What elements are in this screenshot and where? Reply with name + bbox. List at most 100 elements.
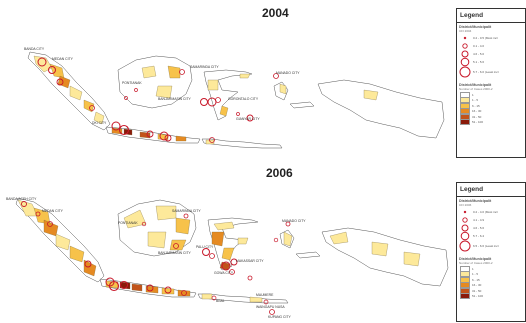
place-label: BIMA [216,299,225,303]
island-papua [321,227,449,287]
district-shade [221,247,235,261]
cfi-circle [236,112,240,116]
place-label: DKI CITY [92,121,107,125]
legend-circle-label: 5.1 - 5.6 [473,60,485,64]
cfi-circle [269,309,275,315]
district-shade [175,135,187,142]
indonesia-map-2004: BANDA CITY MEDAN CITY SAMARINDA CITY MAN… [24,47,445,149]
legend-fill-label: 1 [472,266,474,271]
legend-fill-label: 31 - 50 [472,114,482,119]
place-label: KUPANG CITY [268,315,291,319]
legend-fill-item: 51 - 100 [457,119,525,126]
cfi-circle [146,130,154,138]
legend-circle-heading: District/Municipalit [459,25,492,29]
place-label: WAINGAPU NUSA [256,305,285,309]
place-label: MEDAN CITY [42,209,64,213]
district-shade [237,237,249,245]
legend-title: Legend [460,12,484,19]
legend-circle-item: 5.7 - 6.0 (Least incr [457,66,525,77]
cfi-circle [146,284,154,292]
cfi-circle [134,88,138,92]
map-title: 2006 [266,166,293,180]
cfi-circle [215,97,221,103]
legend-circle-item: 5.7 - 6.4 [457,231,525,241]
cfi-circle [37,57,47,67]
cfi-circle [263,299,269,305]
map-panel-2006: 2006 [0,162,526,323]
district-shade [201,293,213,300]
legend-circle-label: 4.6 - 5.6 [473,226,485,230]
district-shade [283,231,293,247]
cfi-circle [108,280,120,292]
cfi-circle [173,243,179,249]
place-label: BANJARMASIN CITY [158,97,192,101]
legend-circle-label: 4.1 - 4.9 [473,218,485,222]
place-label: BANDA ACEH CITY [6,197,37,201]
district-shade [141,65,157,79]
district-shade [83,99,95,113]
cfi-circle [124,96,128,100]
district-shade [371,241,389,257]
legend-fill-heading: District/Municipalit [459,83,492,87]
island-seram [289,101,315,109]
district-shade [219,105,229,117]
legend-fill-label: 31 - 50 [472,288,482,293]
cfi-circle [285,221,291,227]
cfi-circle [209,253,215,259]
place-labels: BANDA ACEH CITY MEDAN CITY PONTIANAK SAM… [6,197,306,319]
map-title: 2004 [262,6,289,20]
legend-circle-subheading: CFI 2006 [459,203,472,207]
cfi-circle [273,73,279,79]
map-panel-2004: 2004 [24,6,526,158]
island-nusa-tenggara [201,138,283,149]
place-label: MAUMERE [256,293,274,297]
legend-circle-item: 0.2 - 4.0 (Most incr [457,208,525,216]
district-shade [147,231,167,249]
cfi-circle [273,237,279,243]
place-label: GORONTALO CITY [228,97,259,101]
district-shade [155,85,173,99]
legend-fill-label: 1 - 5 [472,98,479,103]
district-shade [139,131,151,139]
cfi-circle [211,295,217,301]
legend-fill-label: 51 - 100 [472,294,484,299]
cfi-circle [118,124,130,136]
legend-circle-label: 4.6 - 5.0 [473,52,485,56]
cfi-circle [179,69,185,75]
island-nusa-tenggara [197,293,289,304]
cfi-circle [111,121,121,131]
district-shade [55,233,71,251]
cfi-circle [181,290,187,296]
cfi-circle [164,286,172,294]
place-label: GIANYAR CITY [236,117,260,121]
cfi-circle [48,66,56,74]
cfi-circle [84,260,92,268]
legend-circle-label: 0.2 - 4.0 (Most incr [473,210,499,214]
district-shade [83,259,97,277]
cfi-circle [164,134,172,142]
legend-fill-label: 1 - 5 [472,272,479,277]
island-seram [295,251,321,259]
legend-fill-subheading: Number of Cases 2000-2 [459,261,493,265]
place-labels: BANDA CITY MEDAN CITY SAMARINDA CITY MAN… [24,47,300,125]
legend-circle-label: 6.5 - 6.6 (Least incr [473,243,499,248]
place-label: SAMARINDA CITY [172,209,201,213]
cfi-circle [56,78,64,86]
legend-circle-item: 4.6 - 5.6 [457,224,525,232]
district-shade [93,111,105,125]
cfi-circle [230,258,238,266]
district-shade [363,89,379,101]
cfi-circle [247,275,253,281]
cfi-circle [47,221,53,227]
place-label: MANADO CITY [282,219,306,223]
legend-circle-subheading: CFI 2004 [459,29,472,33]
cfi-circle [209,137,215,143]
legend-circle-label: 5.7 - 6.0 (Least incr [473,69,499,74]
legend-fill-label: 16 - 30 [472,283,482,288]
cfi-circle [21,201,27,207]
legend-circle-item: 6.5 - 6.6 (Least incr [457,240,525,251]
legend-circle-item: 0.2 - 0.5 (Most incr [457,34,525,42]
legend-fill-item: 51 - 100 [457,293,525,300]
place-label: BANDA CITY [24,47,45,51]
legend-2006: Legend District/Municipalit CFI 2006 0.2… [456,182,526,322]
